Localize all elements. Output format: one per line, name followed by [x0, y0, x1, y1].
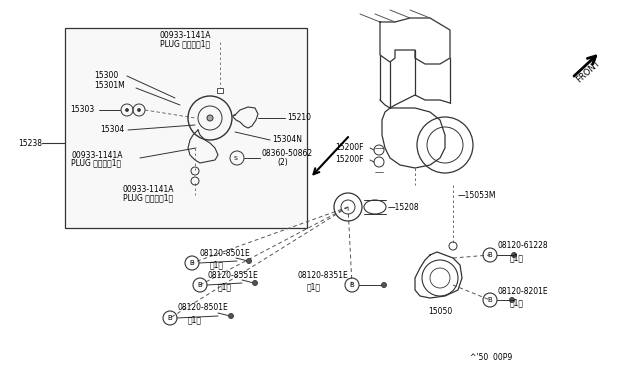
- Circle shape: [246, 259, 252, 263]
- Text: (2): (2): [277, 157, 288, 167]
- Text: 15200F: 15200F: [335, 144, 364, 153]
- Text: 08120-8501E: 08120-8501E: [200, 248, 251, 257]
- Circle shape: [228, 314, 234, 318]
- Text: —15208: —15208: [388, 202, 420, 212]
- Text: （1）: （1）: [218, 282, 232, 292]
- Text: 15210: 15210: [287, 113, 311, 122]
- Circle shape: [509, 298, 515, 302]
- Text: 15050: 15050: [428, 308, 452, 317]
- Text: B: B: [488, 297, 492, 303]
- Text: —15053M: —15053M: [458, 190, 497, 199]
- Text: B: B: [349, 282, 355, 288]
- Text: 08120-8351E: 08120-8351E: [297, 270, 348, 279]
- Text: 00933-1141A: 00933-1141A: [159, 32, 211, 41]
- Text: 08120-8501E: 08120-8501E: [178, 304, 228, 312]
- Text: 08120-8201E: 08120-8201E: [498, 286, 548, 295]
- Bar: [65, 28, 307, 228]
- Circle shape: [253, 280, 257, 285]
- Text: 15304N: 15304N: [272, 135, 302, 144]
- Text: 15300: 15300: [94, 71, 118, 80]
- Text: 08360-50862: 08360-50862: [262, 148, 313, 157]
- Text: 00933-1141A: 00933-1141A: [71, 151, 122, 160]
- Text: B: B: [168, 315, 172, 321]
- Circle shape: [138, 109, 141, 112]
- Bar: [217, 88, 223, 93]
- Text: 08120-61228: 08120-61228: [498, 241, 548, 250]
- Circle shape: [381, 282, 387, 288]
- Text: B: B: [488, 252, 492, 258]
- Text: （1）: （1）: [510, 253, 524, 263]
- Text: S: S: [234, 155, 238, 160]
- Text: 00933-1141A: 00933-1141A: [122, 186, 173, 195]
- Text: 15303: 15303: [70, 105, 94, 113]
- Text: 15200F: 15200F: [335, 155, 364, 164]
- Text: B: B: [198, 282, 202, 288]
- Text: （1）: （1）: [307, 282, 321, 292]
- Text: ^'50  00P9: ^'50 00P9: [470, 353, 512, 362]
- Text: 15301M: 15301M: [94, 81, 125, 90]
- Circle shape: [125, 109, 129, 112]
- Text: 15238: 15238: [18, 138, 42, 148]
- Circle shape: [207, 115, 213, 121]
- Text: （1）: （1）: [188, 315, 202, 324]
- Circle shape: [511, 253, 516, 257]
- Text: 08120-8551E: 08120-8551E: [208, 270, 259, 279]
- Text: PLUG プラグ（1）: PLUG プラグ（1）: [123, 193, 173, 202]
- Text: B: B: [189, 260, 195, 266]
- Text: FRONT: FRONT: [574, 59, 602, 85]
- Text: 15304: 15304: [100, 125, 124, 135]
- Text: （1）: （1）: [510, 298, 524, 308]
- Text: （1）: （1）: [210, 260, 224, 269]
- Text: PLUG プラグ（1）: PLUG プラグ（1）: [71, 158, 121, 167]
- Text: PLUG プラグ（1）: PLUG プラグ（1）: [160, 39, 210, 48]
